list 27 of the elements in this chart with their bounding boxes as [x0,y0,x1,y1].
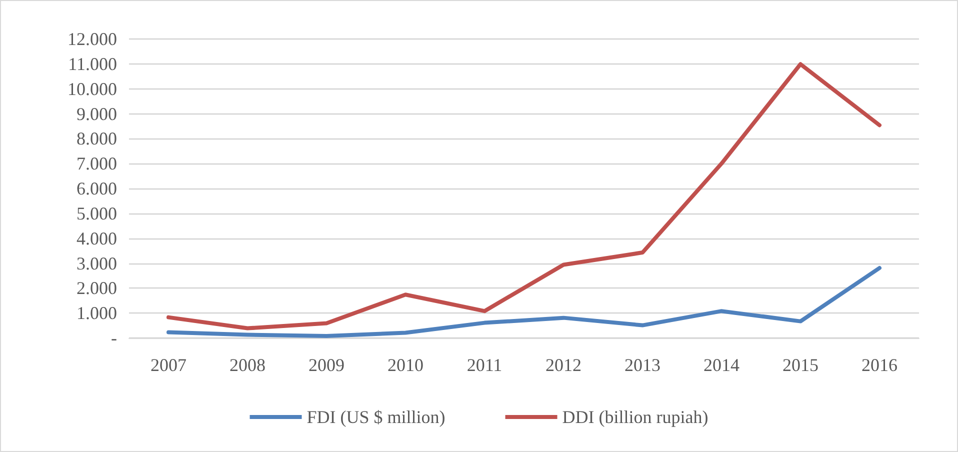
y-tick-label: 7.000 [76,154,117,174]
y-tick-label: - [111,328,117,348]
line-series [166,62,882,330]
legend-label: FDI (US $ million) [306,407,446,427]
x-tick-label: 2007 [150,355,186,375]
y-tick-label: 2.000 [76,278,117,298]
x-tick-label: 2013 [624,355,660,375]
x-tick-label: 2016 [862,355,898,375]
y-tick-label: 10.000 [68,78,117,99]
y-tick-label: 1.000 [76,303,117,324]
x-tick-label: 2009 [308,355,344,375]
x-tick-label: 2010 [388,355,424,375]
line-series [166,266,882,338]
x-tick-label: 2015 [782,355,818,375]
y-tick-label: 9.000 [76,104,117,124]
y-tick-label: 6.000 [76,178,117,198]
y-tick-label: 12.000 [68,29,117,49]
x-tick-label: 2012 [546,355,582,375]
x-tick-label: 2008 [230,355,266,375]
y-tick-label: 3.000 [76,253,117,274]
y-tick-label: 5.000 [76,203,117,224]
x-tick-label: 2014 [704,355,740,375]
y-tick-label: 11.000 [68,54,117,74]
y-tick-label: 8.000 [76,128,117,149]
y-tick-label: 4.000 [76,228,117,248]
legend-label: DDI (billion rupiah) [562,407,708,427]
x-tick-label: 2011 [466,355,502,375]
